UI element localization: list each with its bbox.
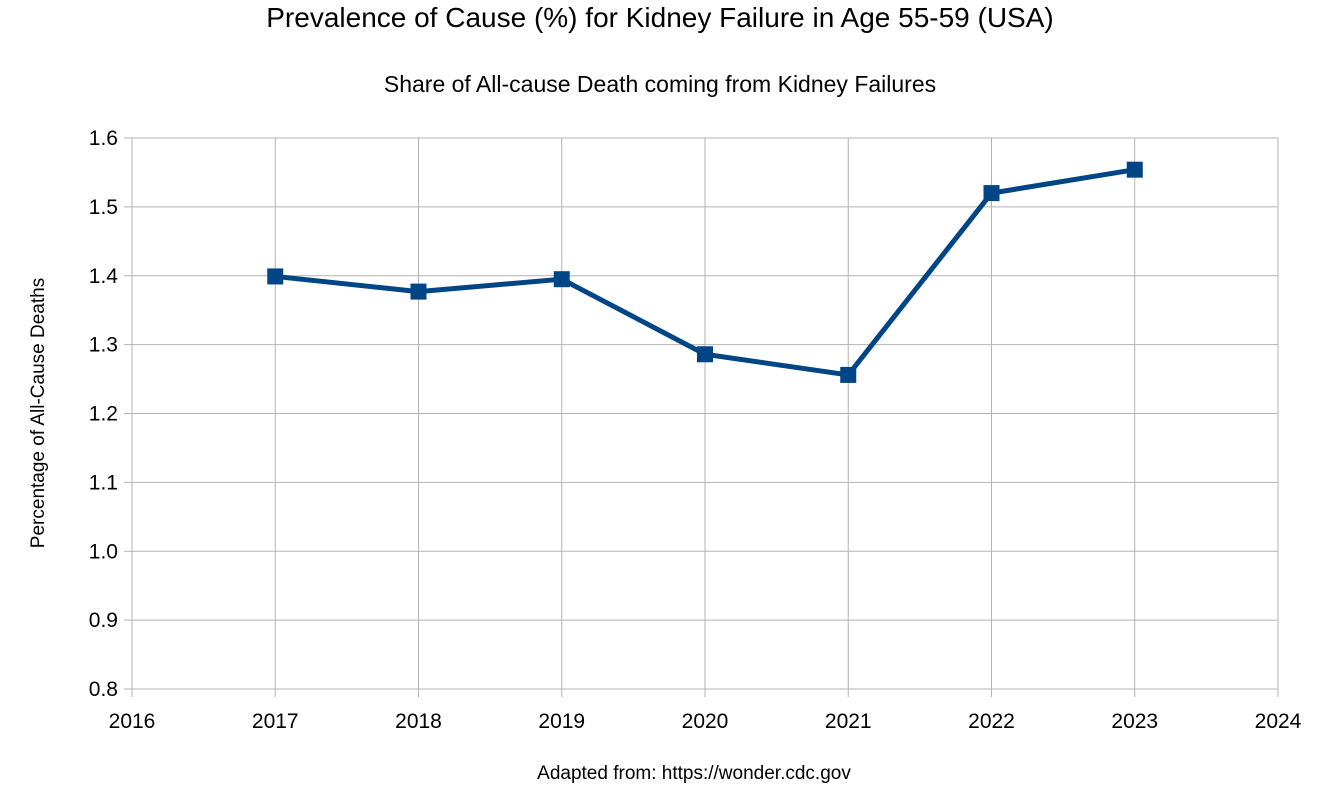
y-tick-label: 1.2 [89,403,118,426]
data-point-marker [553,271,570,288]
x-tick-label: 2016 [109,710,156,733]
x-tick-label: 2019 [538,710,585,733]
x-tick-label: 2020 [682,710,729,733]
y-tick-label: 0.8 [89,678,118,701]
x-tick-label: 2022 [968,710,1015,733]
data-point-marker [267,268,284,285]
data-point-marker [1126,161,1143,178]
y-tick-label: 1.0 [89,540,118,563]
x-tick-label: 2021 [825,710,872,733]
data-point-marker [983,185,1000,202]
x-tick-label: 2024 [1255,710,1302,733]
y-tick-label: 1.3 [89,334,118,357]
gridlines [124,137,1279,697]
y-tick-label: 1.4 [89,265,119,288]
y-tick-label: 1.1 [89,471,118,494]
y-tick-label: 1.5 [89,196,118,219]
x-tick-label: 2023 [1111,710,1158,733]
x-tick-label: 2018 [395,710,442,733]
data-point-marker [697,346,713,363]
y-tick-label: 0.9 [89,609,118,632]
x-tick-label: 2017 [252,710,299,733]
x-axis-label-source: Adapted from: https://wonder.cdc.gov [537,763,851,784]
y-tick-label: 1.6 [89,127,118,150]
data-series [267,161,1143,383]
data-point-marker [840,366,857,383]
chart-title: Prevalence of Cause (%) for Kidney Failu… [266,2,1054,33]
y-axis-label: Percentage of All-Cause Deaths [28,278,49,548]
tick-labels: 0.8 0.9 1.0 1.1 1.2 1.3 1.4 1.5 1.6 2016 2017 2018 2… [89,127,1302,733]
data-point-marker [410,283,427,300]
chart-subtitle: Share of All-cause Death coming from Kid… [384,71,936,97]
